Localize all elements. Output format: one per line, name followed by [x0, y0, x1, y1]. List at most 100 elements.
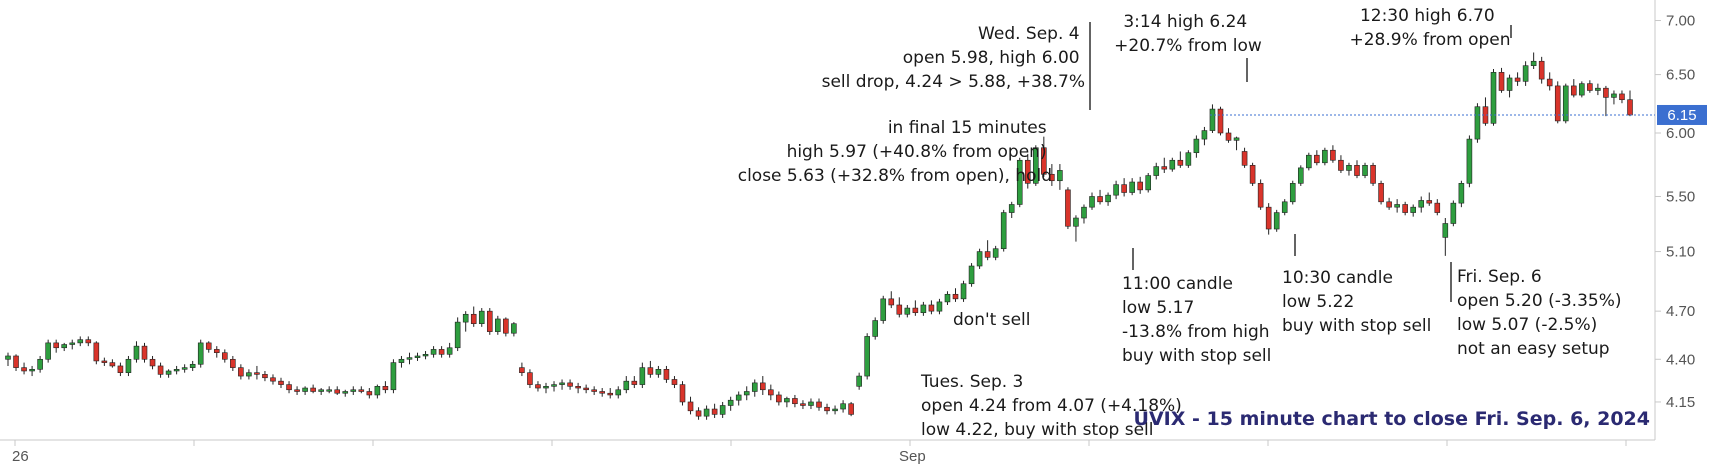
last-price-tag [1657, 104, 1707, 125]
candle-body [976, 251, 983, 267]
candle [760, 376, 766, 395]
candle-body [679, 384, 686, 403]
candle [181, 364, 188, 373]
candle [1418, 196, 1425, 213]
annotation-tues-sep3: Tues. Sep. 3 open 4.24 from 4.07 (+4.18%… [920, 372, 1187, 440]
candle [462, 311, 469, 332]
candle-body [1000, 212, 1007, 250]
candle [1161, 157, 1168, 173]
candle-body [438, 349, 445, 355]
candle-body [1169, 159, 1176, 170]
candle-body [470, 313, 477, 324]
candle-body [751, 382, 758, 392]
candle-body [1530, 60, 1537, 66]
candle [1121, 178, 1127, 197]
candle-body [495, 318, 501, 332]
candle [1338, 155, 1344, 173]
candle-body [1306, 154, 1312, 169]
candle-body [816, 401, 822, 408]
candle [1466, 135, 1473, 188]
candle-body [1562, 85, 1569, 122]
candle-body [141, 345, 148, 360]
candle [454, 317, 461, 352]
candle [1402, 201, 1408, 216]
candle [334, 386, 341, 395]
candle [960, 280, 967, 302]
candle-body [310, 387, 316, 392]
candle-body [1354, 165, 1360, 176]
candle [1611, 90, 1617, 105]
candle-body [968, 265, 975, 285]
candle-body [334, 389, 341, 394]
candle [679, 381, 686, 406]
candle-body [599, 391, 605, 394]
candle-body [511, 323, 517, 334]
candle [1097, 189, 1103, 205]
candle [1603, 85, 1609, 117]
candle-body [254, 372, 260, 375]
candle-body [1289, 183, 1296, 203]
candle-body [5, 355, 11, 360]
candle-body [270, 377, 276, 382]
candle-body [1522, 65, 1529, 82]
y-tick-label: 6.00 [1666, 125, 1695, 142]
chart-title: UVIX - 15 minute chart to close Fri. Sep… [1134, 408, 1650, 430]
candle-body [864, 336, 870, 377]
candle-body [727, 399, 734, 406]
candle [599, 388, 605, 397]
candle-body [920, 304, 927, 314]
candle-body [1281, 201, 1288, 213]
candle-body [1257, 183, 1264, 208]
candle-body [1121, 184, 1127, 193]
candle-body [1322, 149, 1328, 164]
candle-body [1538, 60, 1545, 80]
candle-body [1370, 165, 1376, 184]
candle [1241, 147, 1248, 168]
candle [968, 263, 975, 287]
candle [318, 388, 324, 395]
candle [1249, 162, 1256, 186]
candle [1153, 162, 1160, 180]
candle-body [262, 374, 268, 379]
candle-body [246, 372, 252, 377]
candle [326, 386, 332, 394]
candle [559, 379, 565, 390]
candle [1217, 106, 1224, 136]
candle [414, 352, 421, 361]
candle-body [743, 391, 750, 396]
candle [1434, 199, 1441, 216]
candle [1129, 178, 1135, 196]
candle-body [1466, 138, 1473, 184]
candle-body [1627, 99, 1633, 116]
candle-body [888, 298, 895, 306]
candle [904, 304, 911, 318]
candle-body [1554, 85, 1561, 122]
candle [101, 357, 108, 366]
candle-body [45, 342, 51, 360]
candle [85, 336, 92, 347]
candle-body [1105, 194, 1111, 203]
candle-body [1571, 85, 1577, 96]
candle [1289, 180, 1296, 205]
candle [936, 298, 943, 315]
candle-body [1506, 77, 1513, 91]
candle [1041, 136, 1047, 177]
candle [1410, 204, 1416, 217]
candle-body [1201, 130, 1208, 140]
candle [792, 394, 798, 408]
candle-body [165, 370, 172, 375]
candle-body [1410, 206, 1416, 213]
candle [1113, 180, 1119, 200]
candle-body [278, 380, 284, 385]
candle [607, 388, 614, 399]
candle [695, 407, 702, 420]
candle-body [1386, 201, 1392, 208]
candle [647, 360, 654, 378]
candle-body [286, 384, 292, 391]
candles-layer [5, 52, 1633, 420]
candle-body [222, 352, 228, 360]
candle [1458, 180, 1465, 208]
candle [551, 381, 557, 392]
candle [1145, 172, 1152, 193]
